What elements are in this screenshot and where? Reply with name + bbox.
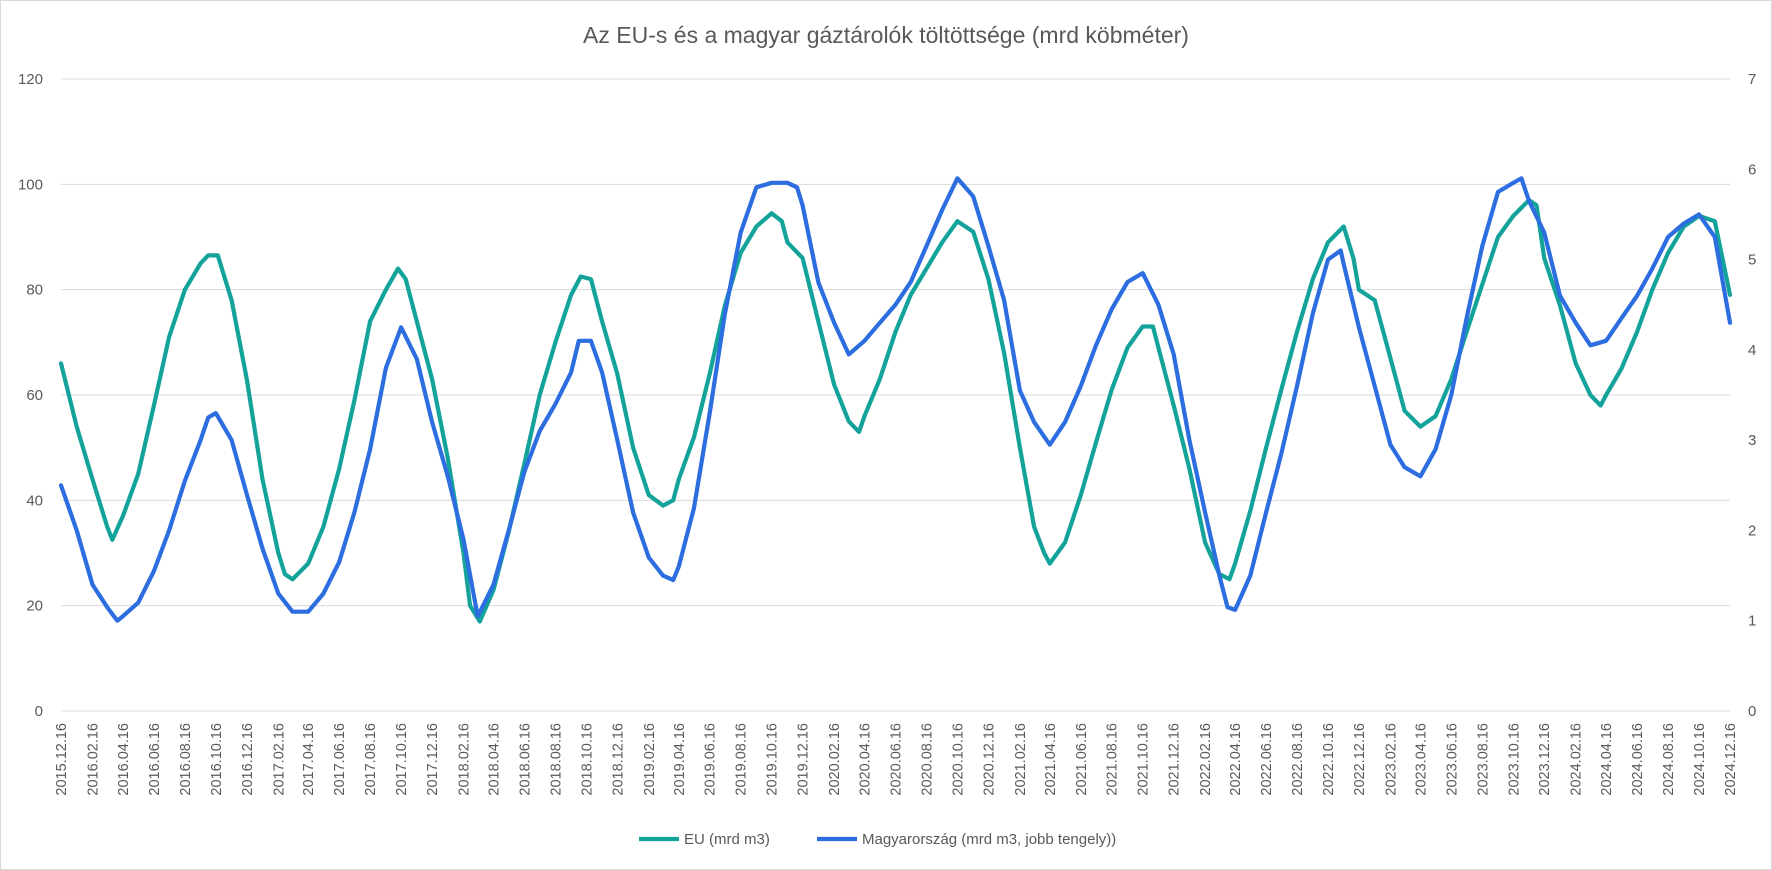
left-y-axis: 0 20 40 60 80 100 120 <box>18 71 43 720</box>
left-y-tick-label: 40 <box>26 492 43 509</box>
x-tick-label: 2022.12.16 <box>1352 723 1368 796</box>
x-tick-label: 2021.04.16 <box>1043 723 1059 796</box>
x-tick-label: 2017.12.16 <box>425 723 441 796</box>
x-tick-label: 2018.12.16 <box>610 723 626 796</box>
right-y-tick-label: 6 <box>1748 161 1756 178</box>
x-tick-label: 2024.04.16 <box>1599 723 1615 796</box>
x-tick-label: 2022.08.16 <box>1290 723 1306 796</box>
x-tick-label: 2024.08.16 <box>1661 723 1677 796</box>
x-tick-label: 2024.02.16 <box>1569 723 1585 796</box>
left-y-tick-label: 60 <box>26 387 43 404</box>
x-tick-label: 2019.06.16 <box>703 723 719 796</box>
x-tick-label: 2018.06.16 <box>517 723 533 796</box>
x-tick-label: 2023.08.16 <box>1475 723 1491 796</box>
legend: EU (mrd m3) Magyarország (mrd m3, jobb te… <box>639 831 1116 848</box>
x-tick-label: 2018.04.16 <box>486 723 502 796</box>
x-tick-label: 2019.10.16 <box>765 723 781 796</box>
x-tick-label: 2021.12.16 <box>1167 723 1183 796</box>
chart-title: Az EU-s és a magyar gáztárolók töltöttsé… <box>583 22 1189 48</box>
x-tick-label: 2021.06.16 <box>1074 723 1090 796</box>
x-tick-label: 2022.04.16 <box>1228 723 1244 796</box>
x-tick-label: 2022.10.16 <box>1321 723 1337 796</box>
x-axis: 2015.12.16 2016.02.16 2016.04.16 2016.06.16… <box>54 723 1739 796</box>
eu-series-line <box>58 198 1733 624</box>
left-y-tick-label: 0 <box>35 703 43 720</box>
x-tick-label: 2016.12.16 <box>240 723 256 796</box>
x-tick-label: 2015.12.16 <box>54 723 70 796</box>
x-tick-label: 2016.04.16 <box>116 723 132 796</box>
x-tick-label: 2020.06.16 <box>889 723 905 796</box>
x-tick-label: 2020.12.16 <box>981 723 997 796</box>
x-tick-label: 2020.02.16 <box>827 723 843 796</box>
left-y-tick-label: 120 <box>18 71 43 88</box>
x-tick-label: 2020.08.16 <box>919 723 935 796</box>
x-tick-label: 2018.10.16 <box>579 723 595 796</box>
x-tick-label: 2022.02.16 <box>1198 723 1214 796</box>
x-tick-label: 2017.08.16 <box>363 723 379 796</box>
left-y-tick-label: 20 <box>26 598 43 615</box>
left-y-tick-label: 100 <box>18 176 43 193</box>
x-tick-label: 2023.10.16 <box>1506 723 1522 796</box>
x-tick-label: 2023.02.16 <box>1383 723 1399 796</box>
right-y-tick-label: 2 <box>1748 522 1756 539</box>
x-tick-label: 2024.12.16 <box>1723 723 1739 796</box>
left-y-tick-label: 80 <box>26 282 43 299</box>
x-tick-label: 2019.08.16 <box>734 723 750 796</box>
x-tick-label: 2024.06.16 <box>1630 723 1646 796</box>
x-tick-label: 2017.02.16 <box>271 723 287 796</box>
x-tick-label: 2016.10.16 <box>209 723 225 796</box>
legend-hungary-label: Magyarország (mrd m3, jobb tengely)) <box>862 831 1116 848</box>
right-y-tick-label: 7 <box>1748 71 1756 88</box>
x-tick-label: 2017.04.16 <box>301 723 317 796</box>
x-tick-label: 2023.04.16 <box>1413 723 1429 796</box>
x-tick-label: 2019.02.16 <box>642 723 658 796</box>
x-tick-label: 2024.10.16 <box>1692 723 1708 796</box>
x-tick-label: 2021.10.16 <box>1136 723 1152 796</box>
right-y-tick-label: 0 <box>1748 703 1756 720</box>
x-tick-label: 2018.02.16 <box>457 723 473 796</box>
right-y-axis: 0 1 2 3 4 5 6 7 <box>1748 71 1756 720</box>
x-tick-label: 2019.04.16 <box>672 723 688 796</box>
right-y-tick-label: 4 <box>1748 342 1756 359</box>
right-y-tick-label: 3 <box>1748 432 1756 449</box>
gridlines <box>61 78 1730 712</box>
x-tick-label: 2022.06.16 <box>1259 723 1275 796</box>
x-tick-label: 2021.02.16 <box>1013 723 1029 796</box>
x-tick-label: 2017.06.16 <box>332 723 348 796</box>
legend-eu-label: EU (mrd m3) <box>684 831 770 848</box>
right-y-tick-label: 1 <box>1748 613 1756 630</box>
x-tick-label: 2018.08.16 <box>548 723 564 796</box>
x-tick-label: 2021.08.16 <box>1105 723 1121 796</box>
x-tick-label: 2019.12.16 <box>796 723 812 796</box>
x-tick-label: 2020.10.16 <box>950 723 966 796</box>
x-tick-label: 2023.12.16 <box>1537 723 1553 796</box>
x-tick-label: 2016.06.16 <box>147 723 163 796</box>
series-lines <box>58 176 1733 624</box>
x-tick-label: 2016.02.16 <box>85 723 101 796</box>
x-tick-label: 2023.06.16 <box>1444 723 1460 796</box>
right-y-tick-label: 5 <box>1748 252 1756 269</box>
x-tick-label: 2020.04.16 <box>858 723 874 796</box>
x-tick-label: 2016.08.16 <box>178 723 194 796</box>
x-tick-label: 2017.10.16 <box>394 723 410 796</box>
hungary-series-line <box>58 176 1733 623</box>
